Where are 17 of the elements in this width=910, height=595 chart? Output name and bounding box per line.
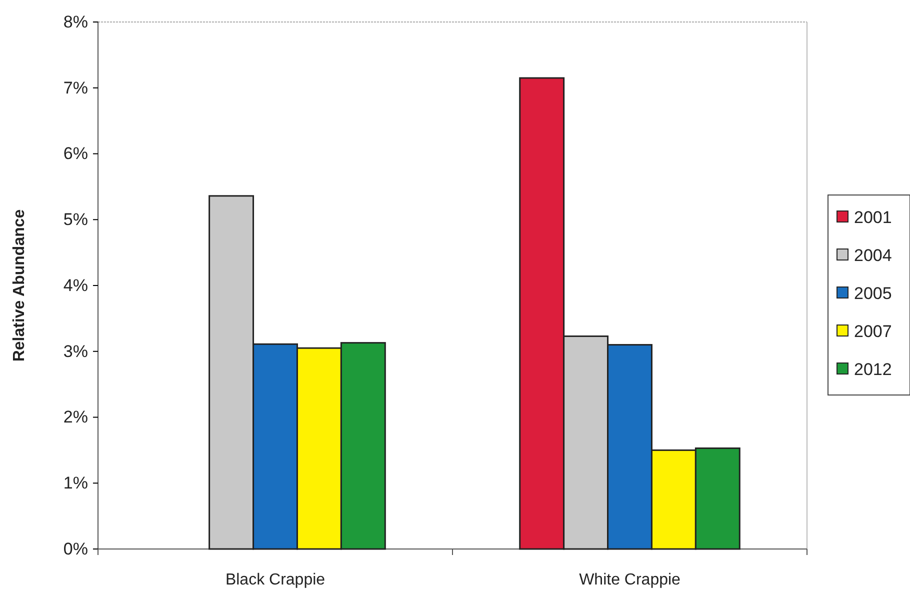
y-axis-title: Relative Abundance (11, 209, 28, 362)
y-tick-label: 2% (63, 408, 88, 427)
legend-label: 2005 (854, 284, 892, 303)
y-tick-label: 1% (63, 474, 88, 493)
x-tick-label: Black Crappie (225, 571, 326, 588)
y-tick-label: 3% (63, 342, 88, 361)
legend-label: 2001 (854, 208, 892, 227)
y-tick-label: 0% (63, 539, 88, 558)
y-tick-label: 5% (63, 210, 88, 230)
y-tick-label: 7% (63, 78, 88, 98)
legend-label: 2012 (854, 360, 892, 379)
legend-label: 2004 (854, 246, 892, 265)
y-tick-label: 6% (63, 144, 88, 164)
x-tick-label: White Crappie (579, 571, 681, 588)
y-tick-label: 8% (63, 12, 88, 32)
y-tick-label: 4% (63, 276, 88, 295)
legend-label: 2007 (854, 322, 892, 341)
